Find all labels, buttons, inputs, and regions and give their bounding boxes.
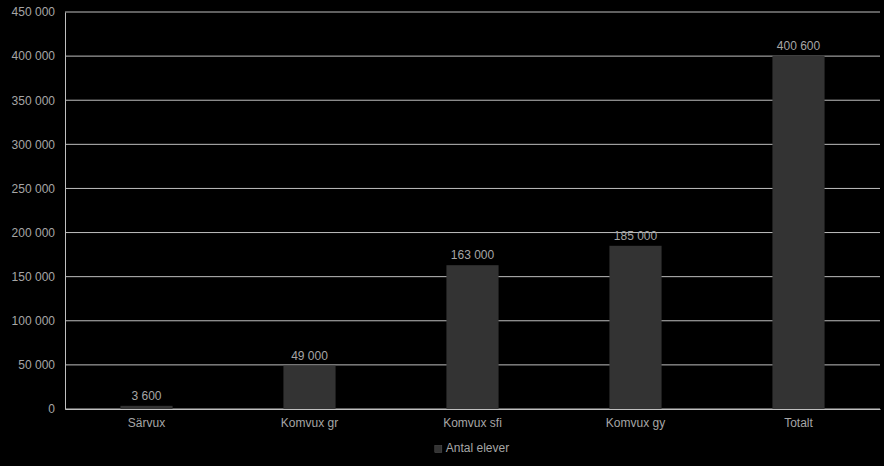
grid-line — [65, 232, 880, 233]
plot: 0 50 000 100 000 150 000 200 000 250 000 300 0… — [12, 5, 881, 429]
y-tick: 350 000 — [12, 94, 65, 108]
y-axis-line — [65, 13, 66, 410]
y-tick-label: 100 000 — [12, 314, 56, 328]
y-tick: 450 000 — [12, 5, 65, 19]
x-tick-label: Komvux sfi — [443, 416, 502, 430]
y-tick-label: 300 000 — [12, 138, 56, 152]
y-tick: 250 000 — [12, 182, 65, 196]
data-label: 400 600 — [777, 39, 821, 53]
x-tick: Komvux sfi — [443, 409, 502, 430]
y-axis: 0 50 000 100 000 150 000 200 000 250 000 300 0… — [12, 5, 66, 416]
x-axis-line — [66, 409, 881, 410]
y-tick-label: 50 000 — [18, 358, 55, 372]
y-tick: 400 000 — [12, 49, 65, 63]
y-tick: 100 000 — [12, 314, 65, 328]
grid-line — [65, 188, 880, 189]
legend: Antal elever — [435, 441, 509, 455]
x-axis: Särvux Komvux gr Komvux sfi Komvux gy Totalt — [66, 409, 881, 430]
legend-label: Antal elever — [446, 441, 509, 455]
grid — [65, 12, 880, 409]
x-tick: Komvux gr — [281, 409, 338, 430]
y-tick: 0 — [48, 402, 65, 416]
y-tick-label: 450 000 — [12, 5, 56, 19]
bars — [120, 56, 824, 409]
y-tick-label: 400 000 — [12, 49, 56, 63]
x-tick: Särvux — [128, 409, 165, 430]
x-tick-label: Särvux — [128, 416, 165, 430]
y-tick: 300 000 — [12, 138, 65, 152]
x-tick-label: Komvux gr — [281, 416, 338, 430]
data-labels: 3 600 49 000 163 000 185 000 400 600 — [131, 39, 820, 403]
y-tick-label: 200 000 — [12, 226, 56, 240]
y-tick-label: 150 000 — [12, 270, 56, 284]
data-label: 185 000 — [614, 229, 658, 243]
y-tick-label: 350 000 — [12, 94, 56, 108]
x-tick: Komvux gy — [606, 409, 665, 430]
grid-line — [65, 100, 880, 101]
grid-line — [65, 56, 880, 57]
x-tick: Totalt — [784, 409, 813, 430]
grid-line — [65, 144, 880, 145]
legend-swatch — [435, 446, 442, 453]
chart: 0 50 000 100 000 150 000 200 000 250 000 300 0… — [0, 0, 884, 466]
y-tick: 200 000 — [12, 226, 65, 240]
data-label: 49 000 — [291, 349, 328, 363]
y-tick-label: 0 — [48, 402, 55, 416]
background — [0, 0, 884, 466]
bar — [609, 246, 661, 409]
bar — [120, 406, 172, 409]
y-tick-label: 250 000 — [12, 182, 56, 196]
data-label: 163 000 — [451, 248, 495, 262]
y-tick: 50 000 — [18, 358, 65, 372]
bar — [446, 265, 498, 409]
x-tick-label: Totalt — [784, 416, 813, 430]
bar — [772, 56, 824, 409]
x-tick-label: Komvux gy — [606, 416, 665, 430]
bar — [283, 366, 335, 409]
data-label: 3 600 — [131, 389, 161, 403]
y-tick: 150 000 — [12, 270, 65, 284]
grid-line — [65, 12, 880, 13]
